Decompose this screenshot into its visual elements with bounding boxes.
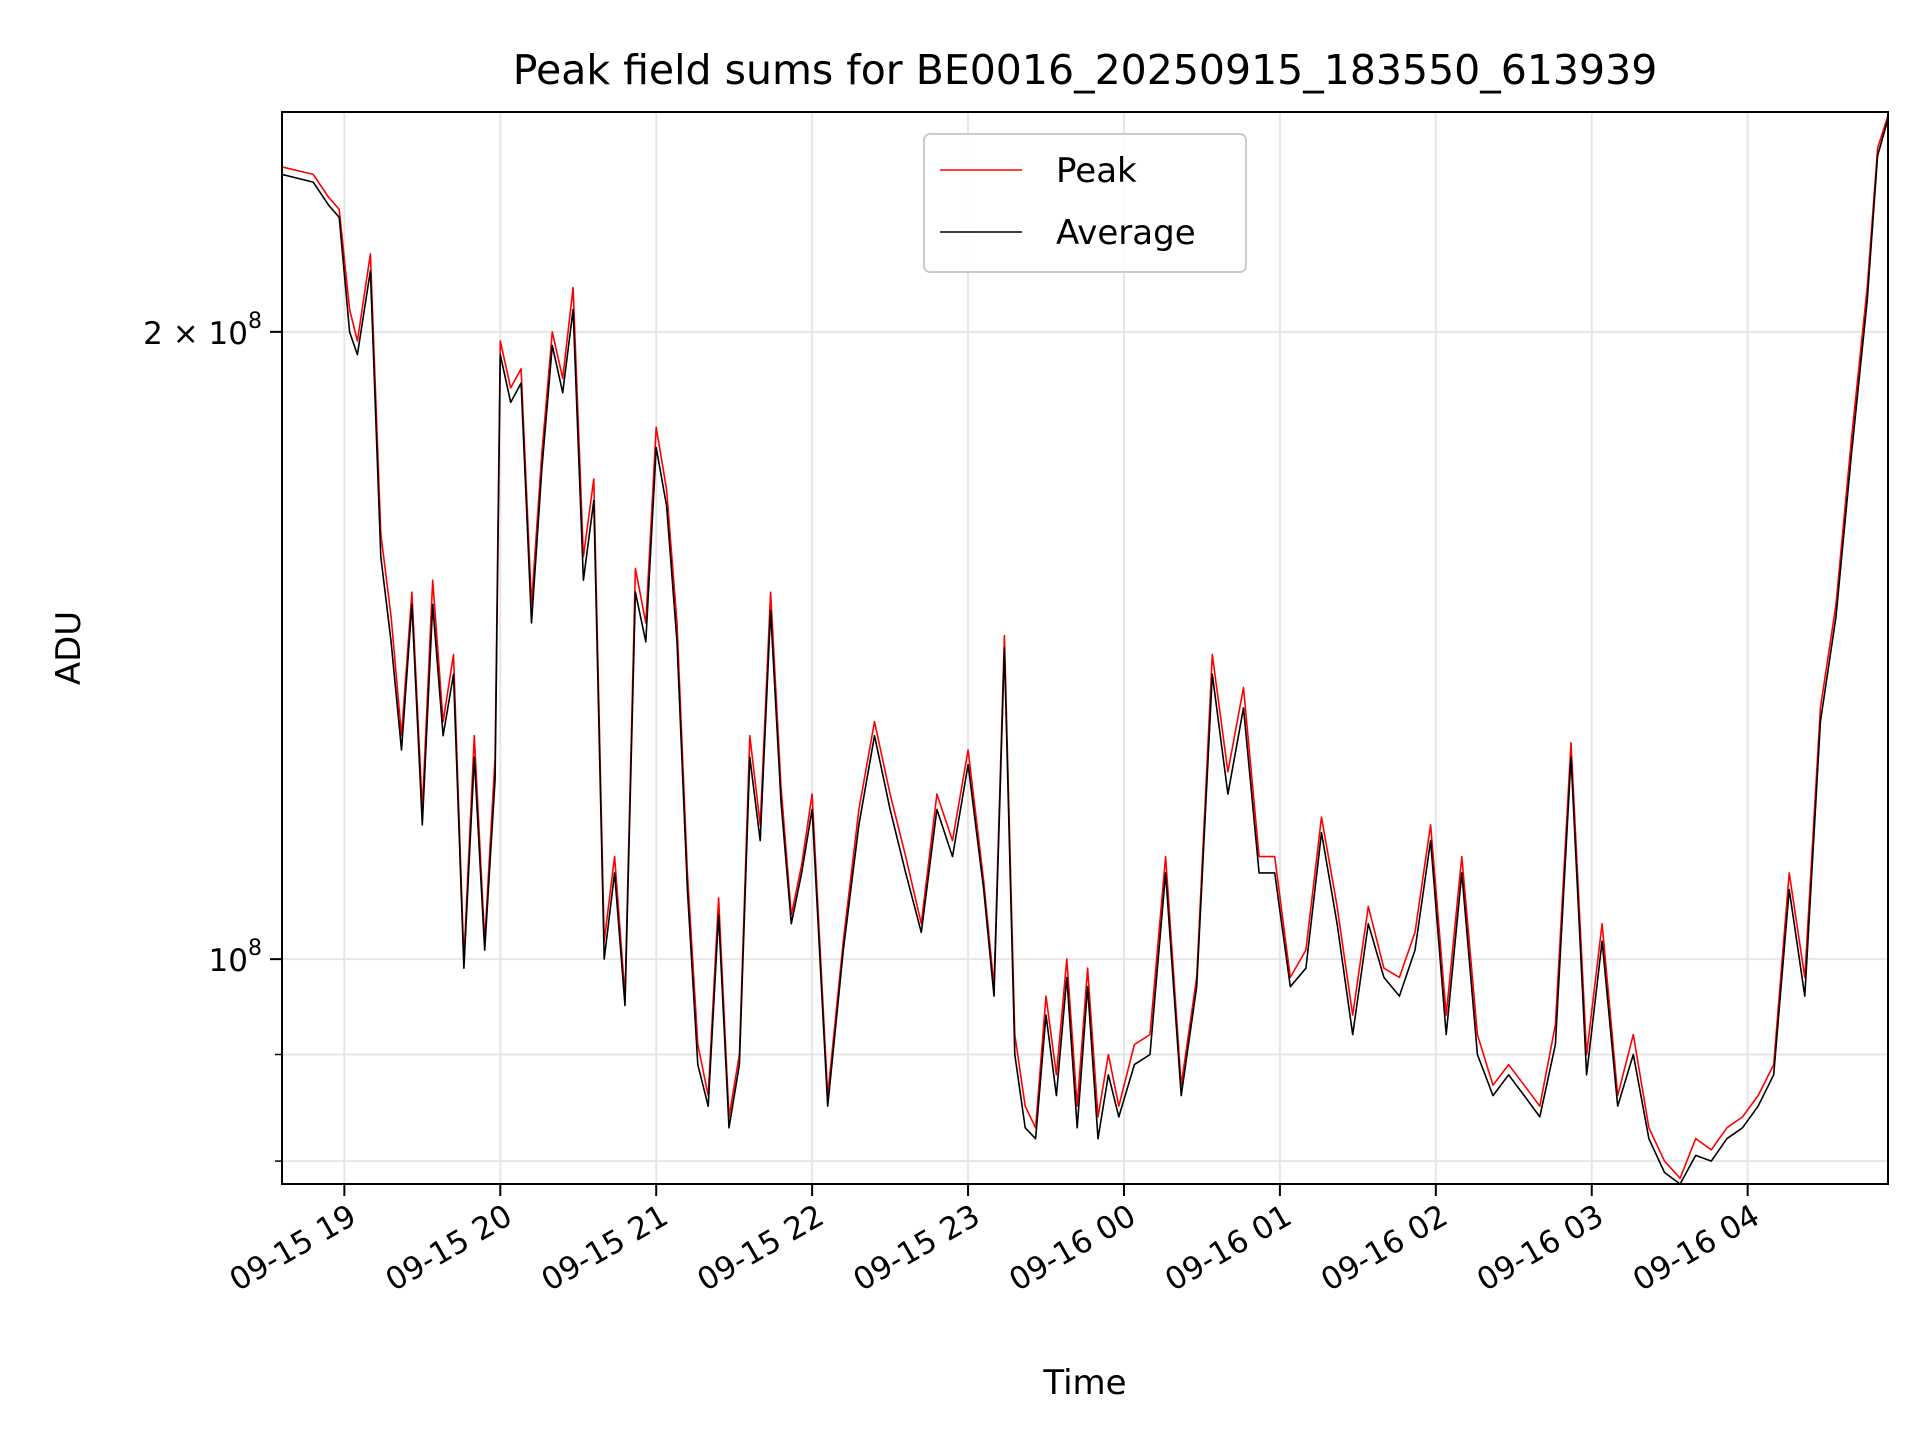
grid xyxy=(282,112,1888,1184)
series-line-average xyxy=(282,118,1888,1184)
y-tick-coef: 2 × xyxy=(143,316,208,352)
series-layer xyxy=(282,115,1888,1184)
plot-frame xyxy=(281,111,1889,1185)
y-tick-exponent: 8 xyxy=(248,309,262,334)
x-axis-label: Time xyxy=(1042,1363,1126,1403)
legend-box xyxy=(923,133,1247,273)
legend: Peak Average xyxy=(923,133,1247,273)
y-axis-label: ADU xyxy=(49,611,89,685)
y-tick-base: 10 xyxy=(209,316,248,352)
legend-label-peak: Peak xyxy=(1056,151,1137,191)
y-tick-exponent: 8 xyxy=(248,936,262,961)
chart-title: Peak field sums for BE0016_20250915_1835… xyxy=(513,46,1658,94)
legend-label-average: Average xyxy=(1056,213,1196,253)
y-tick-base: 10 xyxy=(209,943,248,979)
y-tick-label: 108 xyxy=(209,936,262,979)
y-tick-label: 2 × 108 xyxy=(143,309,262,352)
